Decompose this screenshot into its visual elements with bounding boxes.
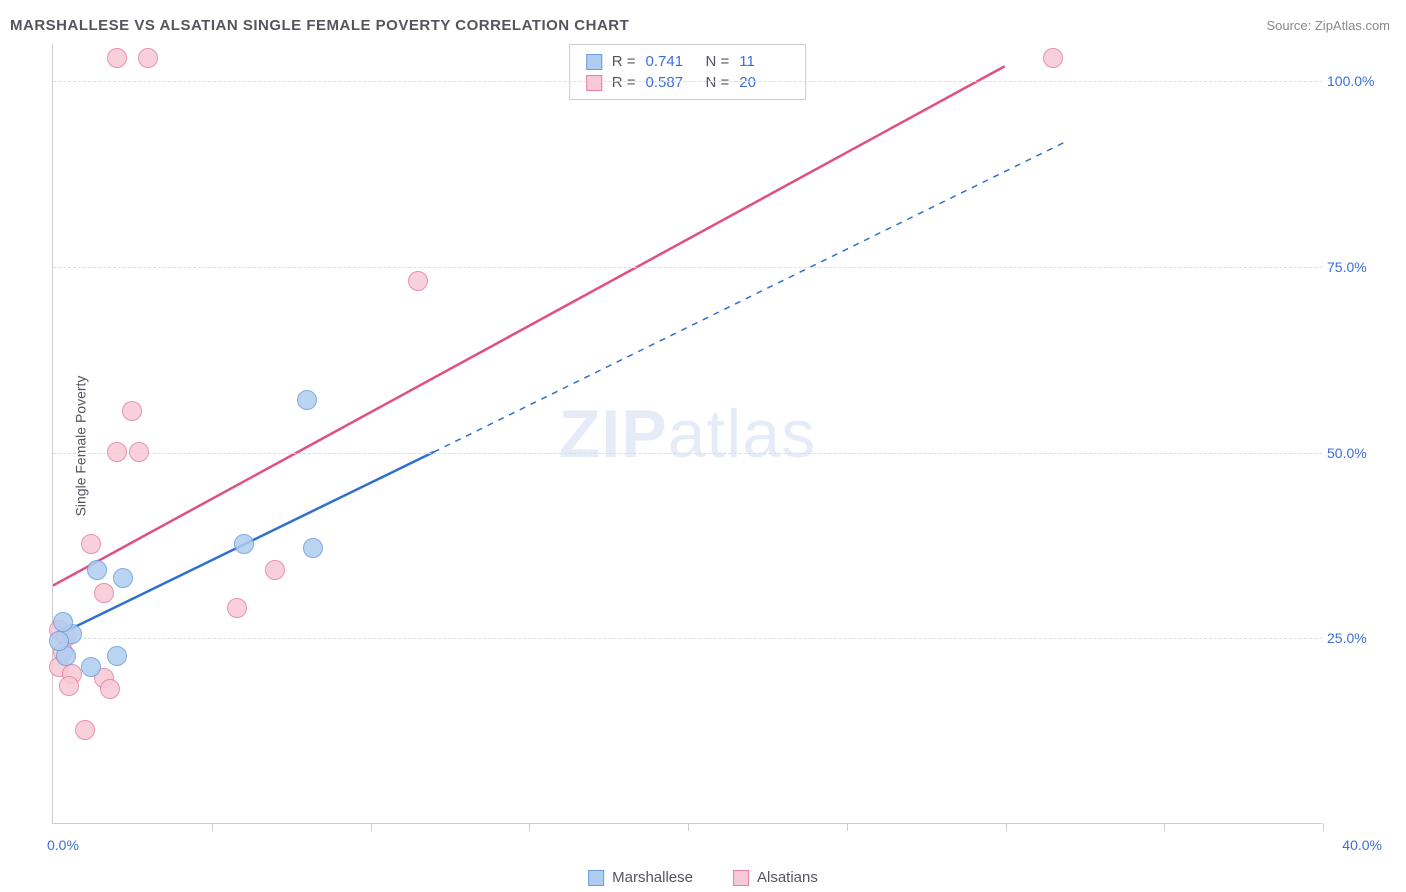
n-value-1: 20	[739, 74, 789, 91]
legend-item-marshallese: Marshallese	[588, 869, 693, 886]
data-point	[138, 48, 158, 68]
data-point	[100, 679, 120, 699]
data-point	[265, 560, 285, 580]
stats-row-alsatians: R = 0.587 N = 20	[586, 72, 790, 93]
data-point	[227, 598, 247, 618]
x-tick	[1006, 823, 1007, 831]
n-label-0: N =	[706, 53, 730, 70]
gridline-y	[53, 638, 1322, 639]
chart-header: MARSHALLESE VS ALSATIAN SINGLE FEMALE PO…	[0, 0, 1406, 40]
legend-label-marshallese: Marshallese	[612, 869, 693, 886]
chart-title: MARSHALLESE VS ALSATIAN SINGLE FEMALE PO…	[10, 17, 629, 34]
x-tick	[847, 823, 848, 831]
data-point	[75, 720, 95, 740]
gridline-y	[53, 81, 1322, 82]
r-label-1: R =	[612, 74, 636, 91]
y-tick-label: 25.0%	[1327, 630, 1382, 646]
data-point	[408, 271, 428, 291]
y-tick-label: 75.0%	[1327, 259, 1382, 275]
legend-swatch-alsatians	[733, 870, 749, 886]
legend-label-alsatians: Alsatians	[757, 869, 818, 886]
swatch-marshallese	[586, 54, 602, 70]
legend-item-alsatians: Alsatians	[733, 869, 818, 886]
data-point	[129, 442, 149, 462]
data-point	[107, 48, 127, 68]
data-point	[1043, 48, 1063, 68]
gridline-y	[53, 453, 1322, 454]
data-point	[122, 401, 142, 421]
data-point	[53, 612, 73, 632]
r-value-1: 0.587	[646, 74, 696, 91]
regression-lines-layer	[53, 44, 1322, 823]
x-tick	[371, 823, 372, 831]
y-tick-label: 100.0%	[1327, 73, 1382, 89]
n-label-1: N =	[706, 74, 730, 91]
n-value-0: 11	[739, 53, 789, 70]
data-point	[59, 676, 79, 696]
r-value-0: 0.741	[646, 53, 696, 70]
stats-legend: R = 0.741 N = 11 R = 0.587 N = 20	[569, 44, 807, 100]
data-point	[297, 390, 317, 410]
x-axis-label-right: 40.0%	[1342, 837, 1382, 853]
data-point	[303, 538, 323, 558]
source-label: Source: ZipAtlas.com	[1266, 18, 1390, 33]
data-point	[81, 534, 101, 554]
r-label-0: R =	[612, 53, 636, 70]
x-tick	[529, 823, 530, 831]
x-tick	[688, 823, 689, 831]
watermark-atlas: atlas	[668, 396, 817, 472]
legend-swatch-marshallese	[588, 870, 604, 886]
y-tick-label: 50.0%	[1327, 445, 1382, 461]
x-tick	[1323, 823, 1324, 831]
regression-line-solid	[53, 66, 1005, 585]
data-point	[81, 657, 101, 677]
series-legend: Marshallese Alsatians	[588, 869, 818, 886]
stats-row-marshallese: R = 0.741 N = 11	[586, 51, 790, 72]
x-tick	[212, 823, 213, 831]
watermark-zip: ZIP	[559, 396, 668, 472]
data-point	[107, 646, 127, 666]
data-point	[87, 560, 107, 580]
data-point	[113, 568, 133, 588]
data-point	[94, 583, 114, 603]
chart-plot-area: ZIPatlas R = 0.741 N = 11 R = 0.587 N = …	[52, 44, 1322, 824]
swatch-alsatians	[586, 75, 602, 91]
x-tick	[1164, 823, 1165, 831]
regression-line-dashed	[434, 140, 1068, 452]
x-axis-label-left: 0.0%	[47, 837, 79, 853]
data-point	[49, 631, 69, 651]
data-point	[107, 442, 127, 462]
gridline-y	[53, 267, 1322, 268]
data-point	[234, 534, 254, 554]
watermark: ZIPatlas	[559, 395, 816, 473]
